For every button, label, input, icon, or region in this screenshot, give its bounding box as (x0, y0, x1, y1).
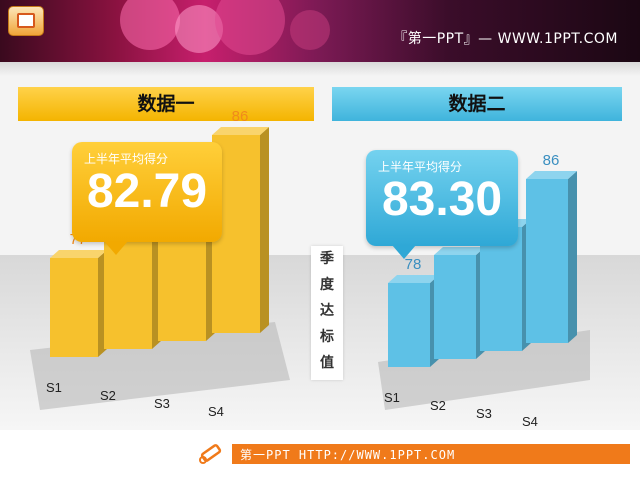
bar-top (50, 250, 107, 258)
pencil-icon (199, 444, 222, 464)
bar-side (568, 171, 577, 343)
category-tick-label: S4 (522, 414, 538, 429)
category-tick-label: S3 (154, 396, 170, 411)
header-brand-text: 『第一PPT』— WWW.1PPT.COM (393, 31, 618, 47)
right-callout-caption: 上半年平均得分 (378, 160, 463, 174)
header-shadow-band (0, 62, 640, 76)
footer-url-text: 第一PPT HTTP://WWW.1PPT.COM (240, 448, 456, 462)
bar-top (212, 127, 269, 135)
bar-front (526, 179, 568, 343)
left-callout-value: 82.79 (86, 165, 208, 218)
category-tick-label: S2 (430, 398, 446, 413)
vertical-label-char: 度 (320, 277, 334, 293)
bokeh-light (120, 0, 180, 50)
left-callout-caption: 上半年平均得分 (84, 152, 169, 166)
category-tick-label: S3 (476, 406, 492, 421)
category-tick-label: S1 (46, 380, 62, 395)
bokeh-light (215, 0, 285, 55)
category-tick-label: S4 (208, 404, 224, 419)
bar-top (388, 275, 439, 283)
bar-value-label: 86 (232, 108, 249, 125)
header-banner: 『第一PPT』— WWW.1PPT.COM (0, 0, 640, 62)
ppt-logo-icon (8, 6, 44, 36)
bar-front (434, 255, 476, 359)
right-callout-tail (392, 245, 416, 259)
bar-top (526, 171, 577, 179)
footer-bar (232, 444, 630, 464)
bar-value-label: 78 (405, 256, 422, 273)
right-panel-title: 数据二 (332, 87, 622, 121)
category-tick-label: S2 (100, 388, 116, 403)
bokeh-light (290, 10, 330, 50)
vertical-label-box: 季 度 达 标 值 (311, 246, 343, 380)
left-callout-tail (104, 241, 128, 255)
vertical-label-char: 标 (320, 329, 334, 345)
chart-floor-shadow (378, 330, 590, 410)
left-average-callout: 上半年平均得分 82.79 (72, 142, 222, 242)
bar-charts: 77S180S282S386S478S180S282S386S4 (30, 108, 590, 429)
left-panel-title: 数据一 (18, 87, 314, 121)
bar-top (434, 247, 485, 255)
right-average-callout: 上半年平均得分 83.30 (366, 150, 518, 246)
bar-side (260, 127, 269, 333)
bar-front (388, 283, 430, 367)
vertical-label-char: 季 (320, 251, 334, 267)
category-tick-label: S1 (384, 390, 400, 405)
bar-front (480, 227, 522, 351)
right-callout-value: 83.30 (381, 173, 503, 226)
bar-front (50, 258, 98, 357)
bar-value-label: 86 (543, 152, 560, 169)
vertical-label-char: 达 (320, 303, 334, 319)
vertical-label-char: 值 (320, 355, 334, 371)
